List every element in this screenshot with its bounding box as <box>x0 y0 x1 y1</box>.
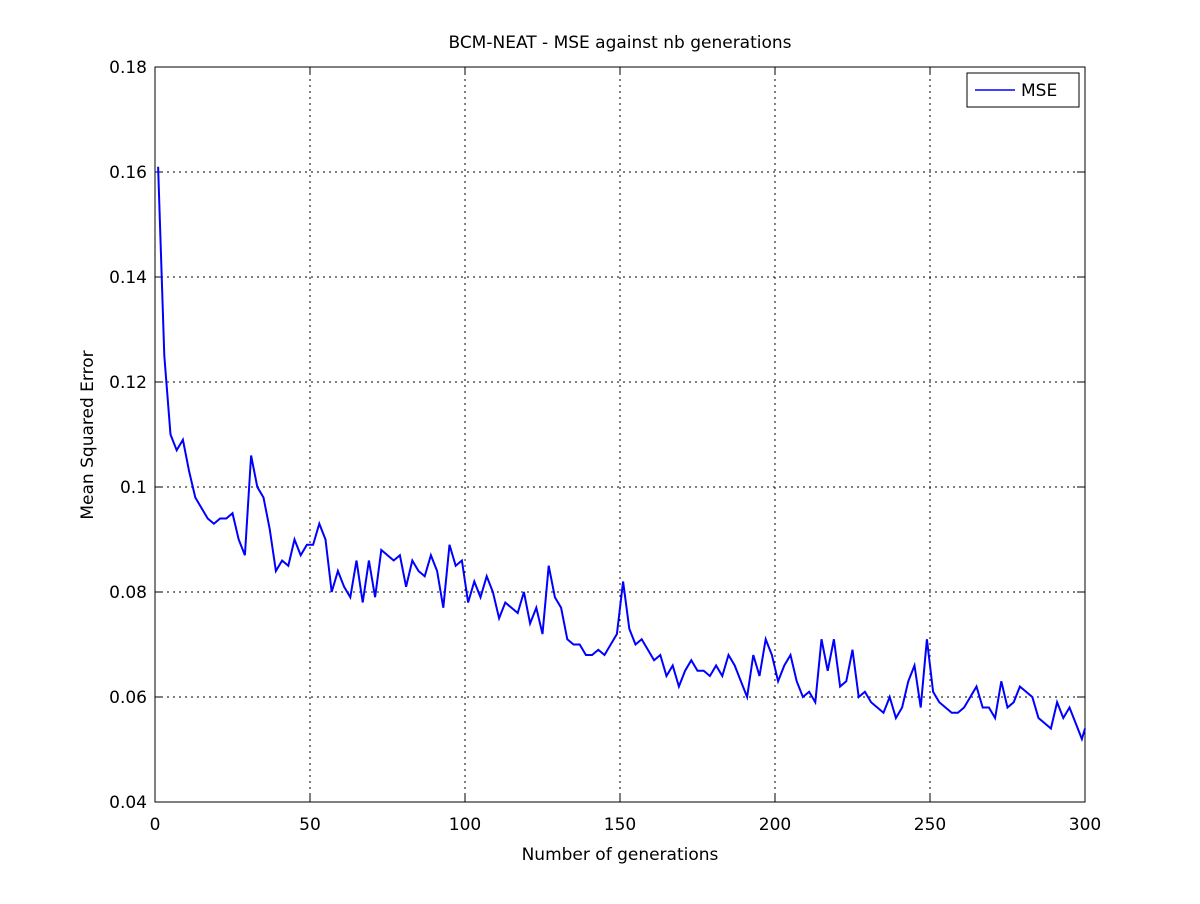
x-tick-label: 300 <box>1069 815 1101 835</box>
data-line <box>157 166 1086 743</box>
y-tick-label: 0.04 <box>109 793 147 813</box>
x-tick-label: 200 <box>759 815 791 835</box>
y-tick-label: 0.16 <box>109 163 147 183</box>
y-tick-label: 0.1 <box>120 478 147 498</box>
x-tick-label: 0 <box>150 815 161 835</box>
x-tick-label: 250 <box>914 815 946 835</box>
y-tick-label: 0.08 <box>109 583 147 603</box>
y-tick-label: 0.14 <box>109 268 147 288</box>
y-tick-label: 0.06 <box>109 688 147 708</box>
y-tick-label: 0.12 <box>109 373 147 393</box>
y-axis-label: Mean Squared Error <box>78 350 98 519</box>
x-axis-label: Number of generations <box>522 845 719 865</box>
x-tick-label: 100 <box>449 815 481 835</box>
y-tick-label: 0.18 <box>109 58 147 78</box>
x-tick-label: 150 <box>604 815 636 835</box>
x-tick-label: 50 <box>299 815 321 835</box>
legend-label: MSE <box>1021 81 1057 101</box>
chart-title: BCM-NEAT - MSE against nb generations <box>448 33 791 53</box>
plot-frame <box>154 66 1086 803</box>
